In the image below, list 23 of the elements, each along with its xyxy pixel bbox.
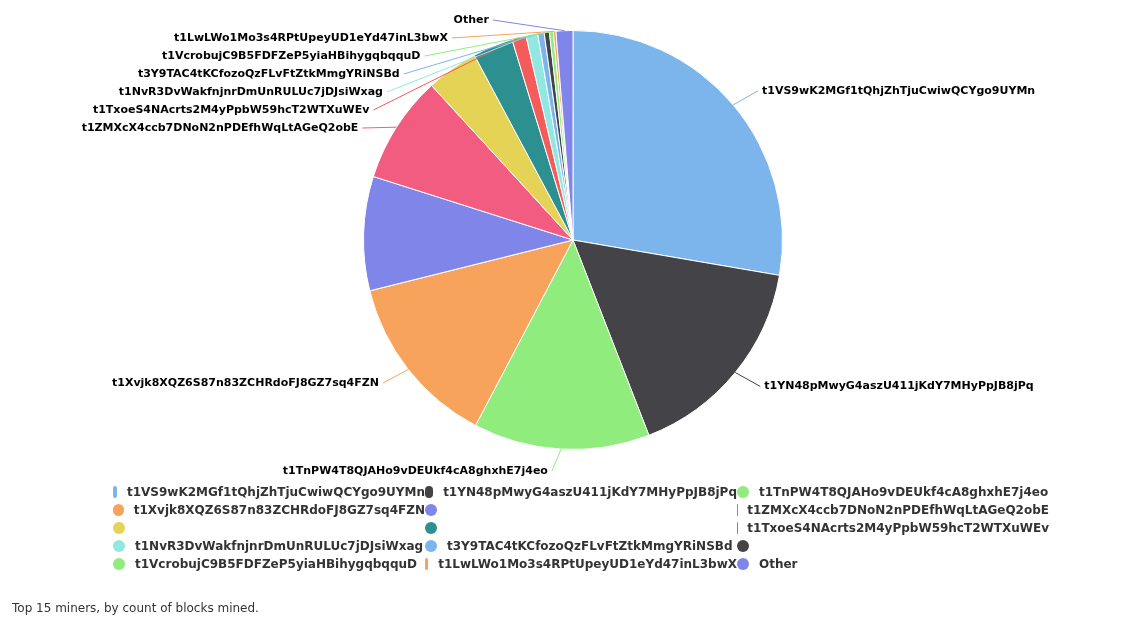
slice-label: t1NvR3DvWakfnjnrDmUnRULUc7jDJsiWxag bbox=[118, 84, 383, 98]
slice-label: t1LwLWo1Mo3s4RPtUpeyUD1eYd47inL3bwX bbox=[174, 30, 449, 44]
slice-label: t1ZMXcX4ccb7DNoN2nPDEfhWqLtAGeQ2obE bbox=[81, 120, 359, 134]
slice-label: t1VS9wK2MGf1tQhjZhTjuCwiwQCYgo9UYMn bbox=[761, 83, 1036, 97]
slice-label: t1Xvjk8XQZ6S87n83ZCHRdoFJ8GZ7sq4FZN bbox=[111, 375, 379, 389]
legend-label: t1VcrobujC9B5FDFZeP5yiaHBihygqbqquD bbox=[135, 556, 418, 571]
text: Top 15 miners, by count of blocks mined. bbox=[11, 601, 260, 615]
slice-label: Other bbox=[453, 12, 490, 26]
slice-label: t1TnPW4T8QJAHo9vDEUkf4cA8ghxhE7j4eo bbox=[282, 463, 549, 477]
legend-label: t1ZMXcX4ccb7DNoN2nPDEfhWqLtAGeQ2obE bbox=[747, 502, 1049, 517]
legend-label: t1VS9wK2MGf1tQhjZhTjuCwiwQCYgo9UYMn bbox=[126, 484, 425, 499]
legend-label: t3Y9TAC4tKCfozoQzFLvFtZtkMmgYRiNSBd bbox=[447, 538, 733, 553]
legend-label: t1TnPW4T8QJAHo9vDEUkf4cA8ghxhE7j4eo bbox=[759, 484, 1049, 499]
legend-label: Other bbox=[759, 556, 798, 571]
legend-label: t1TxoeS4NAcrts2M4yPpbW59hcT2WTXuWEv bbox=[747, 520, 1049, 535]
slice-label: t1VcrobujC9B5FDFZeP5yiaHBihygqbqquD bbox=[161, 48, 421, 62]
legend-label: t1YN48pMwyG4aszU411jKdY7MHyPpJB8jPq bbox=[443, 484, 737, 499]
legend-label: t1LwLWo1Mo3s4RPtUpeyUD1eYd47inL3bwX bbox=[438, 556, 737, 571]
legend-label: t1NvR3DvWakfnjnrDmUnRULUc7jDJsiWxag bbox=[135, 538, 424, 553]
slice-label: t1TxoeS4NAcrts2M4yPpbW59hcT2WTXuWEv bbox=[92, 102, 371, 116]
slice-label: t1YN48pMwyG4aszU411jKdY7MHyPpJB8jPq bbox=[764, 379, 1034, 393]
legend-label: t1Xvjk8XQZ6S87n83ZCHRdoFJ8GZ7sq4FZN bbox=[133, 502, 425, 517]
slice-label: t3Y9TAC4tKCfozoQzFLvFtZtkMmgYRiNSBd bbox=[137, 66, 400, 80]
